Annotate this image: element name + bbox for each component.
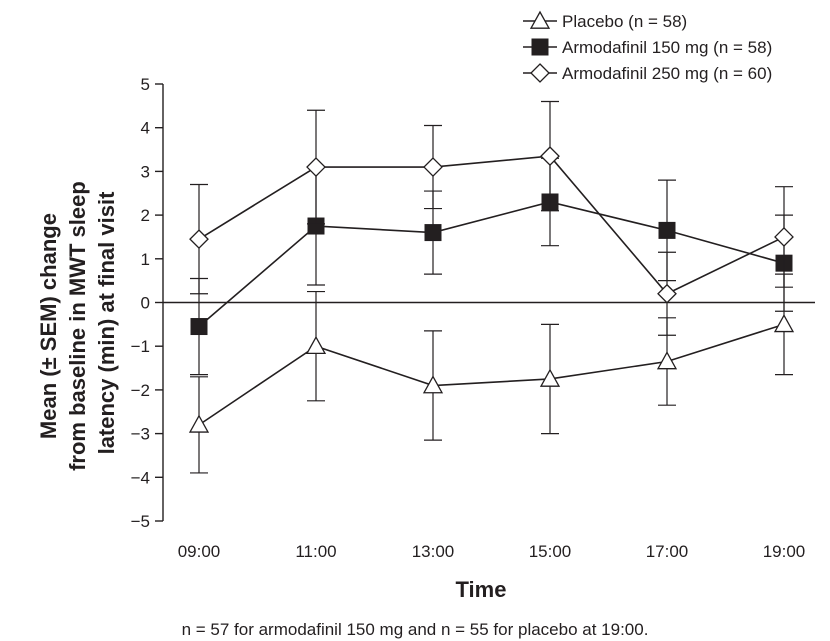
- series-placebo: [188, 273, 795, 474]
- x-tick-label: 19:00: [763, 542, 806, 561]
- data-point: [424, 224, 442, 242]
- y-tick-label: −1: [131, 337, 150, 356]
- legend-label: Placebo (n = 58): [562, 12, 687, 31]
- x-tick-label: 11:00: [295, 542, 336, 561]
- data-point: [656, 351, 678, 370]
- series-line: [198, 201, 785, 328]
- data-point: [658, 221, 676, 239]
- y-tick-label: 1: [141, 250, 150, 269]
- x-axis-ticks: 09:00 11:00 13:00 15:00 17:00 19:00: [178, 542, 806, 561]
- x-tick-label: 15:00: [529, 542, 572, 561]
- series-line: [198, 323, 785, 426]
- series-armodafinil-250: [189, 100, 794, 336]
- legend-marker: [531, 38, 549, 56]
- y-tick-label: 4: [141, 119, 150, 138]
- y-axis-title: Mean (± SEM) change from baseline in MWT…: [36, 175, 119, 471]
- y-tick-label: 5: [141, 75, 150, 94]
- plot-area: [188, 100, 795, 474]
- data-point: [657, 283, 677, 304]
- y-tick-label: 3: [141, 162, 150, 181]
- legend-item-armodafinil-250: Armodafinil 250 mg (n = 60): [523, 63, 772, 83]
- data-point: [540, 146, 560, 167]
- y-tick-label: −2: [131, 381, 150, 400]
- series-armodafinil-150: [190, 157, 793, 376]
- data-point: [306, 157, 326, 177]
- series-line: [198, 155, 785, 295]
- legend-marker: [530, 63, 550, 83]
- x-tick-label: 13:00: [412, 542, 455, 561]
- y-tick-label: −3: [131, 425, 150, 444]
- y-axis-ticks: 5 4 3 2 1 0 −1 −2 −3 −4 −5: [131, 75, 163, 531]
- legend-item-armodafinil-150: Armodafinil 150 mg (n = 58): [523, 38, 772, 57]
- data-point: [539, 368, 561, 387]
- legend-label: Armodafinil 150 mg (n = 58): [562, 38, 772, 57]
- y-axis-title-line-1: Mean (± SEM) change: [36, 213, 61, 439]
- y-axis-title-line-2: from baseline in MWT sleep: [65, 181, 90, 471]
- data-point: [188, 414, 210, 433]
- legend-label: Armodafinil 250 mg (n = 60): [562, 64, 772, 83]
- y-tick-label: −4: [131, 468, 150, 487]
- y-tick-label: 0: [141, 294, 150, 313]
- axes: [162, 84, 815, 521]
- y-tick-label: 2: [141, 206, 150, 225]
- legend-item-placebo: Placebo (n = 58): [523, 10, 687, 31]
- data-point: [305, 335, 327, 355]
- x-tick-label: 09:00: [178, 542, 221, 561]
- data-point: [422, 375, 444, 394]
- data-point: [773, 314, 795, 333]
- data-point: [190, 318, 208, 336]
- y-axis-title-line-3: latency (min) at final visit: [94, 191, 119, 455]
- x-axis-title: Time: [456, 577, 507, 602]
- legend-marker: [529, 10, 551, 29]
- data-point: [774, 227, 794, 247]
- x-tick-label: 17:00: [646, 542, 689, 561]
- y-tick-label: −5: [131, 512, 150, 531]
- data-point: [423, 157, 443, 177]
- legend: Placebo (n = 58) Armodafinil 150 mg (n = …: [523, 10, 772, 83]
- data-point: [189, 229, 209, 250]
- footnote: n = 57 for armodafinil 150 mg and n = 55…: [181, 620, 649, 639]
